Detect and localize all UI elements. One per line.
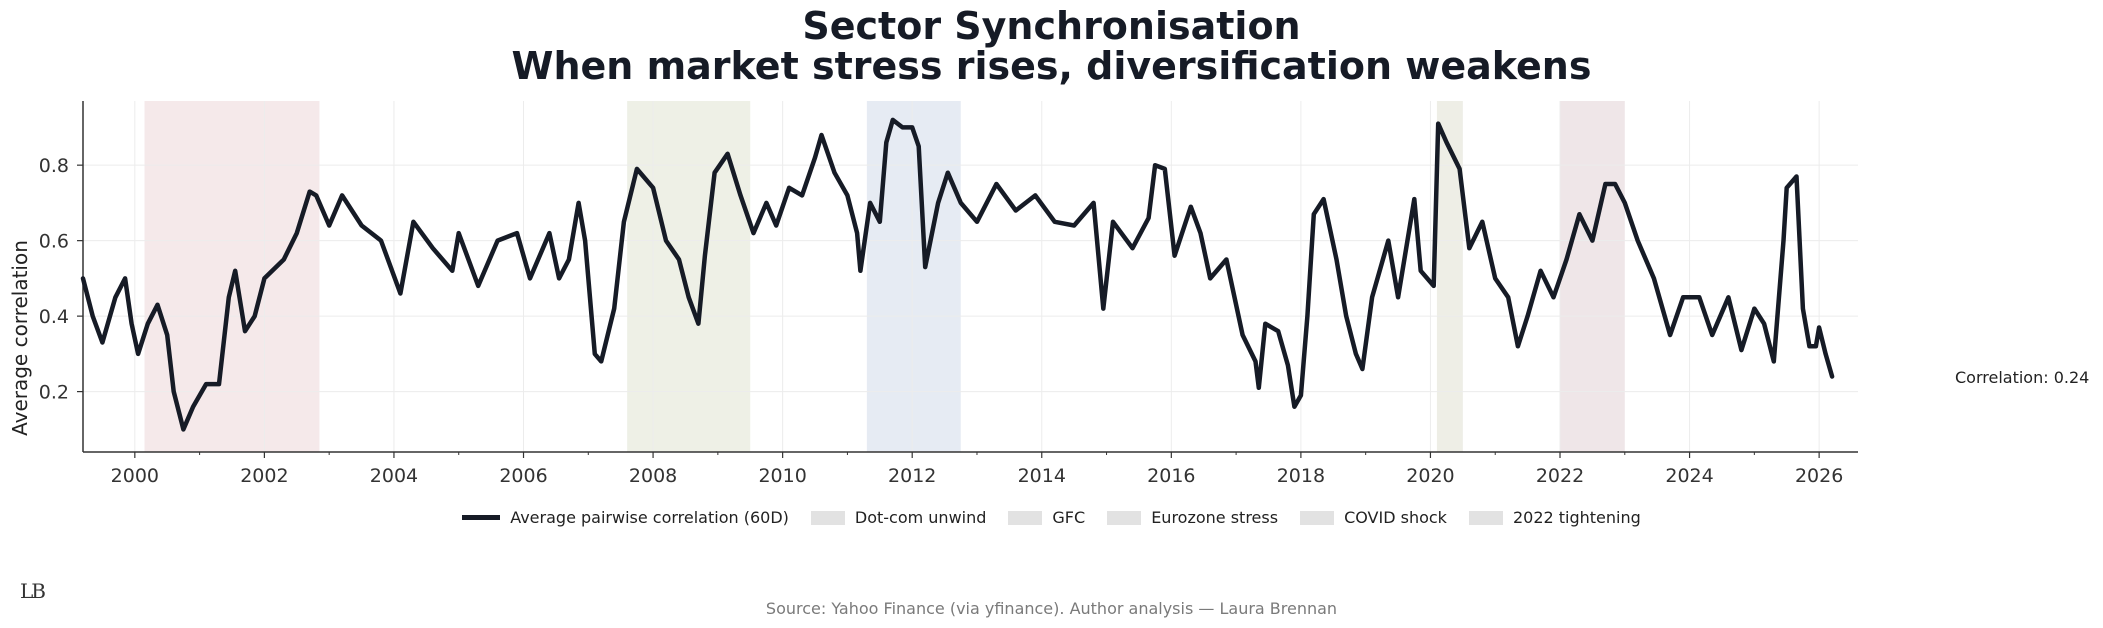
legend-swatch [1300,510,1335,525]
x-tick-label: 2018 [1277,465,1325,487]
y-tick-label: 0.6 [39,231,69,253]
legend-label: Average pairwise correlation (60D) [510,508,789,527]
legend-item-covid: COVID shock [1300,508,1447,527]
legend-item-correlation: Average pairwise correlation (60D) [462,508,789,527]
legend-swatch [1468,510,1503,525]
x-tick-label: 2026 [1795,465,1843,487]
chart-title: Sector Synchronisation [802,4,1301,48]
legend-label: 2022 tightening [1512,508,1641,527]
y-tick-label: 0.2 [39,382,69,404]
x-tick-label: 2006 [499,465,547,487]
gridlines [83,101,1858,452]
legend-label: GFC [1052,508,1086,527]
x-tick-label: 2002 [240,465,288,487]
y-axis-label: Average correlation [8,240,32,436]
correlation-annotation: Correlation: 0.24 [1955,368,2090,387]
legend-item-dotcom: Dot-com unwind [810,508,987,527]
x-tick-label: 2010 [758,465,806,487]
shaded-period-2 [866,101,961,452]
chart-subtitle: When market stress rises, diversificatio… [511,44,1592,88]
x-tick-label: 2012 [888,465,936,487]
x-tick-label: 2008 [629,465,677,487]
legend-label: Dot-com unwind [854,508,987,527]
x-tick-label: 2014 [1018,465,1066,487]
legend-swatch [1008,510,1043,525]
y-tick-label: 0.4 [39,306,69,328]
legend-line-swatch [462,515,501,520]
legend-item-gfc: GFC [1008,508,1085,527]
x-tick-label: 2020 [1406,465,1454,487]
legend: Average pairwise correlation (60D) Dot-c… [0,508,2103,527]
legend-label: COVID shock [1344,508,1447,527]
shaded-period-3 [1436,101,1463,452]
x-tick-label: 2016 [1147,465,1195,487]
x-tick-label: 2004 [370,465,418,487]
y-tick-label: 0.8 [39,155,69,177]
shaded-period-4 [1560,101,1625,452]
x-tick-label: 2024 [1665,465,1713,487]
legend-swatch [1107,510,1142,525]
legend-item-tightening: 2022 tightening [1468,508,1641,527]
author-logo: LB [20,579,46,603]
x-tick-label: 2000 [111,465,159,487]
legend-item-eurozone: Eurozone stress [1107,508,1278,527]
legend-swatch [810,510,845,525]
source-caption: Source: Yahoo Finance (via yfinance). Au… [765,599,1338,618]
series-line-correlation [80,117,1835,432]
legend-label: Eurozone stress [1151,508,1279,527]
x-tick-label: 2022 [1536,465,1584,487]
shaded-period-1 [627,101,751,452]
ticks: 2000 2002 2004 2006 2008 2010 2012 2014 2016 2018… [39,155,1844,487]
series-lines [80,117,1835,432]
